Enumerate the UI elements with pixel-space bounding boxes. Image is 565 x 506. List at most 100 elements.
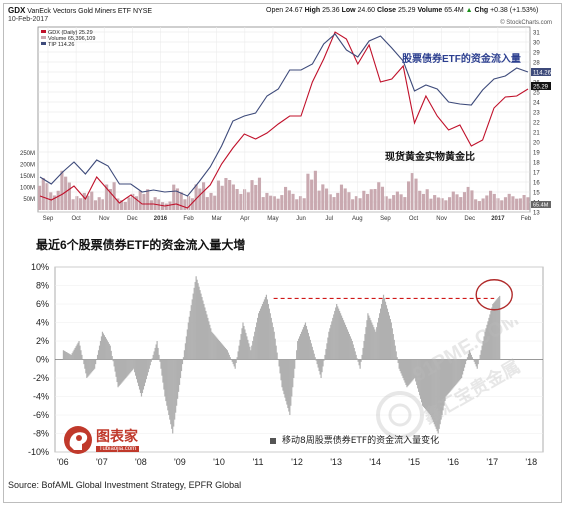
flow-bar [285,359,287,402]
flow-bar [482,341,484,360]
flow-bar [321,359,323,373]
flow-bar [412,359,414,381]
flow-bar [307,332,309,360]
top-x-tick-label: Aug [352,216,363,222]
top-chart-header: GDX VanEck Vectors Gold Miners ETF NYSE … [8,6,556,28]
flow-bar [301,329,304,360]
bottom-x-tick-label: '11 [252,457,263,467]
flow-bar [489,314,491,360]
volume-bar [67,182,71,210]
flow-bar [356,358,358,360]
volume-bar [477,201,481,210]
flow-bar [459,359,461,381]
flow-bar [286,359,288,405]
flow-bar [130,359,132,373]
flow-bar [288,359,290,412]
flow-bar [349,336,351,360]
flow-bar [102,333,105,360]
volume-bar [302,198,306,210]
flow-bar [497,298,499,360]
flow-bar [191,299,193,360]
flow-bar [339,310,341,360]
flow-bar [428,359,431,414]
bottom-x-tick-label: '17 [486,457,498,467]
chart-date: 10-Feb-2017 [8,16,49,23]
volume-bar [216,180,221,210]
legend-entry: GDX (Daily) 25.29 [48,30,93,36]
flow-bar [319,359,321,375]
top-x-tick-label: Dec [127,216,138,222]
flow-bar [235,359,237,363]
change-value: +0.38 (+1.53%) [490,7,539,14]
flow-bar [309,339,311,360]
close-label: Close [377,7,397,14]
flow-bar [241,328,243,360]
flow-bar [449,359,451,392]
flow-bar [157,347,159,360]
flow-bar [175,359,177,413]
volume-bar [366,193,370,210]
flow-bar [440,359,442,420]
flow-bar [152,354,154,360]
flow-bar [73,349,75,360]
flow-bar [398,359,400,369]
flow-bar [180,359,183,372]
site-watermark: 91PME.COM 鑫汇宝贵金属 [376,320,524,439]
volume-bar [500,200,504,210]
flow-bar [415,359,417,382]
top-right-tick-label: 13 [533,211,540,217]
flow-bar [379,313,381,360]
flow-bar [300,331,303,360]
flow-bar [344,324,347,360]
flow-bar [70,354,72,360]
bottom-x-tick-label: '15 [408,457,420,467]
top-x-tick-label: Nov [436,216,447,222]
volume-bar [246,192,250,210]
flow-bar [96,354,99,360]
volume-bar [451,191,455,210]
volume-bar [433,195,437,210]
flow-bar [188,316,190,360]
flow-bar [411,359,413,382]
flow-bar [299,334,302,360]
flow-bar [256,322,258,360]
tubiaojia-logo: 图表家 Tubiaojia.com [62,424,140,462]
volume-bar [399,194,403,210]
volume-bar [444,200,448,210]
flow-bar [192,293,194,360]
flow-bar [395,351,397,360]
volume-bar [56,190,60,210]
volume-value: 65.4M [444,7,464,14]
flow-bar [393,339,395,360]
flow-bar [273,331,275,360]
volume-bar [250,180,254,210]
flow-bar [138,359,141,390]
flow-bar [427,359,430,413]
top-right-tick-label: 25 [533,91,540,97]
volume-bar [190,198,194,210]
flow-bar [149,359,151,366]
flow-bar [456,359,458,384]
flow-bar [287,359,289,409]
flow-bar [326,343,328,360]
flow-bar [219,342,222,360]
flow-bar [425,359,428,411]
flow-bar [183,350,186,360]
flow-bar [316,359,318,365]
flow-bar [481,345,483,360]
volume-bar [440,198,444,210]
flow-bar [98,345,101,360]
flow-bar [280,359,282,381]
flow-bar [422,359,425,407]
volume-bar [202,182,206,210]
stockcharts-credit: © StockCharts.com [500,20,552,26]
flow-bar [416,359,418,385]
flow-bar [334,310,336,360]
flow-bar [92,359,94,372]
flow-bar [333,314,335,360]
flow-bar [243,325,245,360]
flow-bar [83,359,85,365]
flow-bar [215,336,217,360]
flow-bar [206,314,208,360]
flow-bar [187,322,189,360]
